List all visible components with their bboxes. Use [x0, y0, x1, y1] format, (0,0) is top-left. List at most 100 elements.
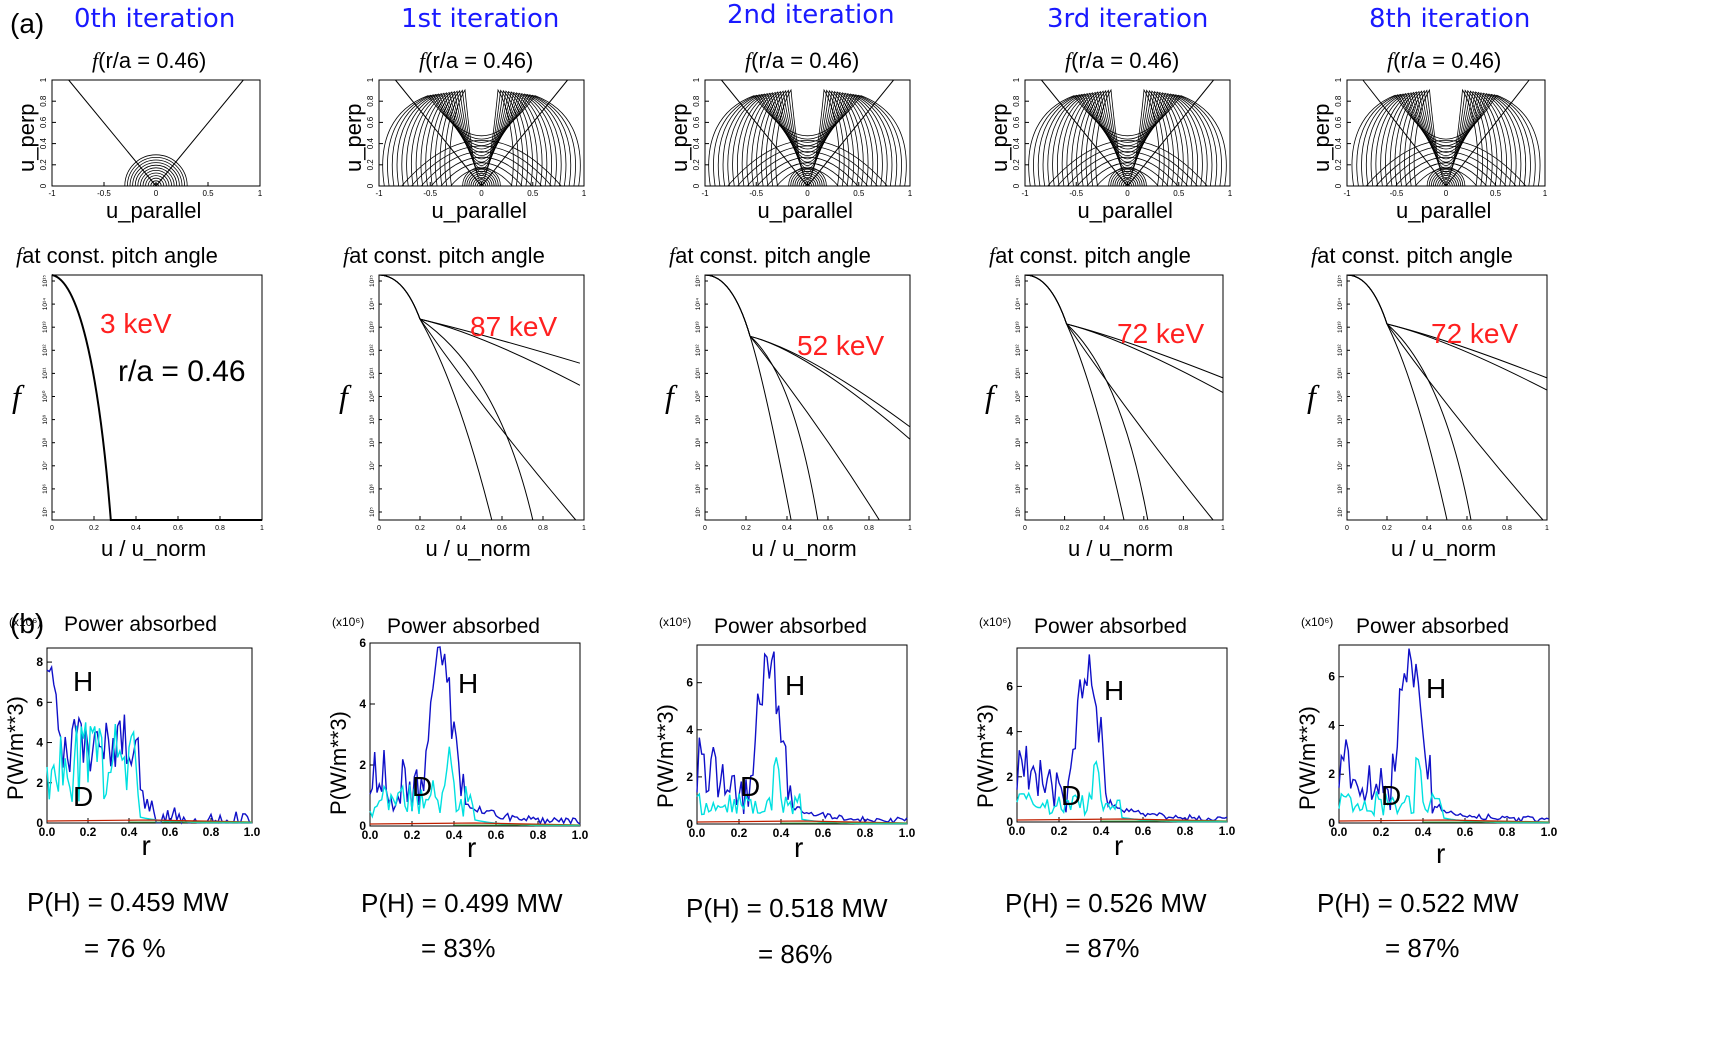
contour-line	[751, 91, 864, 187]
contour-line	[430, 156, 533, 187]
pitch-x-label: u / u_norm	[425, 536, 531, 561]
energy-label: 72 keV	[1431, 318, 1519, 349]
contour-line	[420, 151, 543, 187]
power-title: Power absorbed	[1034, 615, 1187, 638]
x-tick-label: 0	[1345, 525, 1349, 532]
y-tick-label: 10⁹	[42, 414, 49, 424]
y-tick-label: 0	[1012, 183, 1021, 188]
d-label: D	[412, 771, 433, 802]
contour-plot: -1 -0.5 0 0.5 1 0 0.2 0.4 0.6 0.8 1	[692, 77, 913, 198]
contour-line	[732, 93, 883, 187]
y-tick-label: 0.2	[366, 159, 375, 171]
x-tick-label: 0.8	[857, 826, 874, 840]
power-multiplier: (x10⁶)	[1301, 615, 1334, 629]
power-frame	[1016, 647, 1228, 823]
x-tick-label: 0.8	[1499, 825, 1516, 839]
d-label: D	[1381, 780, 1402, 811]
distribution-title: f(r/a = 0.46)	[745, 48, 859, 74]
y-tick-label: 10¹²	[695, 344, 702, 356]
contour-line	[462, 166, 501, 187]
y-tick-label: 0	[39, 183, 48, 188]
y-tick-label: 10⁶	[42, 484, 49, 494]
y-tick-label: 6	[359, 636, 366, 650]
distribution-title: f(r/a = 0.46)	[1065, 48, 1179, 74]
contour-line	[708, 95, 907, 187]
contour-line	[129, 159, 183, 187]
contour-line	[1090, 89, 1165, 187]
power-multiplier: (x10⁶)	[659, 615, 692, 629]
panel-a-label: (a)	[10, 8, 45, 39]
power-y-label: P(W/m**3)	[3, 696, 28, 800]
y-tick-label: 10¹²	[369, 344, 376, 356]
y-tick-label: 10⁷	[42, 460, 49, 470]
x-tick-label: 1	[1221, 525, 1225, 532]
x-tick-label: 0	[805, 189, 810, 198]
pitch-title-text: at const. pitch angle	[675, 243, 871, 268]
y-tick-label: 1	[692, 77, 701, 82]
y-tick-label: 10⁹	[369, 414, 376, 424]
distribution-curve	[51, 274, 262, 521]
contour-frame	[1346, 79, 1546, 187]
y-tick-label: 0.4	[1012, 137, 1021, 149]
contour-y-label: u_perp	[667, 103, 692, 172]
contour-line	[401, 140, 562, 187]
contour-line	[387, 94, 576, 187]
contour-line	[440, 162, 523, 187]
contour-x-label: u_parallel	[1396, 198, 1492, 223]
x-tick-label: 0.2	[404, 828, 421, 842]
contour-line	[411, 145, 552, 187]
x-tick-label: 0	[1023, 525, 1027, 532]
y-tick-label: 0.8	[1334, 95, 1343, 107]
y-tick-label: 0.4	[39, 137, 48, 149]
iteration-title: 1st iteration	[401, 4, 560, 34]
y-tick-label: 6	[1006, 679, 1013, 693]
power-multiplier: (x10⁶)	[979, 615, 1012, 629]
pitch-plot: 0 0.2 0.4 0.6 0.8 1 10⁵ 10⁶ 10⁷ 10⁸ 10⁹ 10¹⁰ 10¹¹ 10¹…	[41, 274, 264, 532]
y-tick-label: 10¹⁵	[1015, 275, 1022, 287]
y-tick-label: 10⁸	[1337, 437, 1344, 447]
y-tick-label: 10¹¹	[369, 367, 376, 379]
radius-label: r/a = 0.46	[118, 355, 246, 388]
y-tick-label: 10⁵	[1015, 507, 1022, 517]
contour-line	[127, 157, 185, 187]
contour-line	[1033, 94, 1222, 187]
power-frame	[696, 644, 908, 825]
y-tick-label: 2	[686, 770, 693, 784]
y-tick-label: 10⁹	[1015, 414, 1022, 424]
x-tick-label: 0.6	[1139, 525, 1149, 532]
x-tick-label: -0.5	[423, 189, 437, 198]
x-tick-label: 0.2	[80, 825, 97, 839]
panel-b-label: (b)	[10, 608, 45, 639]
y-tick-label: 4	[686, 723, 693, 737]
power-x-label: r	[467, 832, 477, 863]
y-tick-label: 0	[1006, 815, 1013, 829]
x-tick-label: 1.0	[244, 825, 261, 839]
y-tick-label: 2	[359, 758, 366, 772]
ph-percent: = 86%	[758, 939, 833, 969]
x-tick-label: 0.2	[415, 525, 425, 532]
y-tick-label: 10⁵	[1337, 507, 1344, 517]
x-tick-label: 1.0	[899, 826, 916, 840]
contour-line	[145, 175, 167, 187]
x-tick-label: 1	[258, 189, 263, 198]
contour-line	[1380, 92, 1512, 187]
x-tick-label: 0.0	[689, 826, 706, 840]
x-tick-label: 0.6	[1135, 824, 1152, 838]
contour-line	[1120, 179, 1135, 187]
contour-line	[741, 92, 874, 187]
x-tick-label: 0.0	[1009, 824, 1026, 838]
energy-label: 3 keV	[100, 308, 172, 339]
y-tick-label: 1	[39, 77, 48, 82]
contour-line	[425, 91, 538, 187]
contour-y-label: u_perp	[987, 103, 1012, 172]
contour-line	[775, 88, 840, 187]
x-tick-label: 0.5	[853, 189, 865, 198]
y-tick-label: 0.8	[692, 95, 701, 107]
contour-line	[746, 151, 869, 187]
f-symbol: f	[419, 48, 426, 73]
contour-line	[770, 89, 845, 187]
x-tick-label: -1	[48, 189, 56, 198]
contour-line	[132, 162, 180, 187]
y-tick-label: 0.8	[1012, 95, 1021, 107]
contour-line	[449, 88, 514, 187]
